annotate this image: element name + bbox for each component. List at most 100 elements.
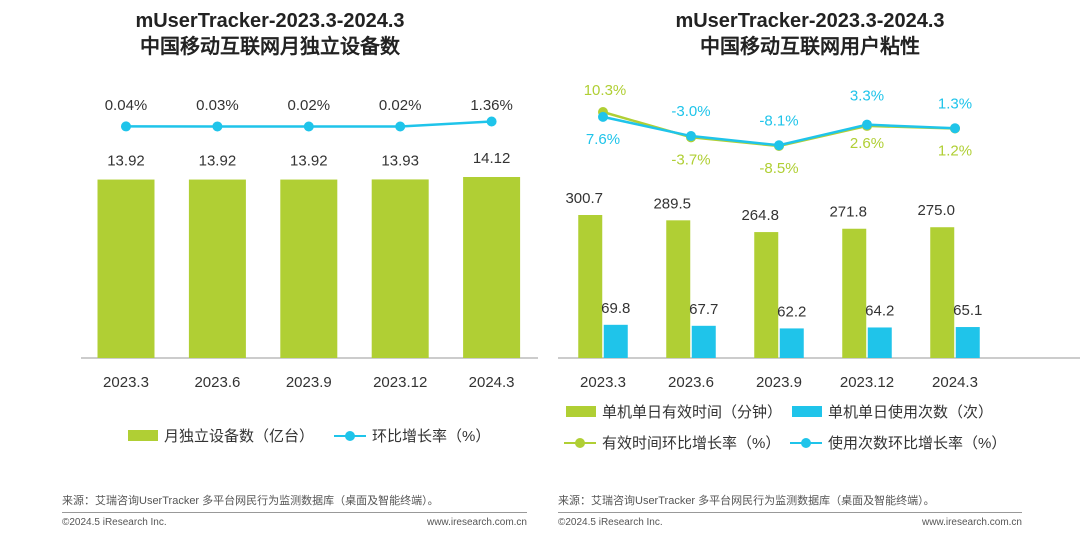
right-count-rate-label: -3.0% — [671, 103, 710, 120]
right-chart-title: mUserTracker-2023.3-2024.3 中国移动互联网用户粘性 — [540, 8, 1080, 60]
left-source-note: 来源：艾瑞咨询UserTracker 多平台网民行为监测数据库（桌面及智能终端）… — [62, 495, 439, 507]
right-count-rate-point — [950, 123, 960, 134]
left-rate-point — [212, 121, 223, 132]
left-rate-point — [486, 116, 497, 127]
left-legend-line-label: 环比增长率（%） — [372, 428, 491, 445]
left-legend-bar: 月独立设备数（亿台） — [128, 425, 314, 446]
legend-green-line-swatch — [564, 437, 596, 449]
right-count-rate-label: 3.3% — [850, 88, 884, 105]
right-time-rate-label: 2.6% — [850, 135, 884, 152]
left-x-tick-label: 2023.9 — [286, 374, 332, 391]
right-legend-time-bar: 单机单日有效时间（分钟） — [566, 401, 782, 422]
left-bar-devices — [97, 179, 155, 358]
right-bar-count-label: 64.2 — [865, 302, 894, 319]
right-site-url: www.iresearch.com.cn — [921, 517, 1022, 528]
right-count-rate-point — [862, 119, 872, 130]
right-bar-count — [603, 324, 628, 358]
legend-green-swatch — [128, 430, 158, 441]
right-time-rate-label: -3.7% — [671, 151, 710, 168]
right-title-line1: mUserTracker-2023.3-2024.3 — [675, 10, 945, 32]
left-x-tick-label: 2023.6 — [194, 374, 240, 391]
right-x-tick-label: 2023.9 — [756, 374, 802, 391]
right-bar-time — [754, 232, 779, 358]
right-x-tick-label: 2023.6 — [668, 374, 714, 391]
right-copyright: ©2024.5 iResearch Inc. — [558, 517, 663, 528]
left-rate-label: 0.02% — [288, 97, 331, 114]
right-source-note: 来源：艾瑞咨询UserTracker 多平台网民行为监测数据库（桌面及智能终端）… — [558, 495, 935, 507]
left-bar-value-label: 14.12 — [473, 150, 511, 167]
left-x-tick-label: 2023.12 — [373, 374, 427, 391]
left-bar-devices — [463, 177, 521, 358]
right-count-rate-point — [598, 111, 608, 122]
right-legend-count-line: 使用次数环比增长率（%） — [790, 432, 1006, 453]
right-bar-count-label: 62.2 — [777, 303, 806, 320]
right-bar-count — [779, 328, 804, 358]
right-bar-time — [842, 228, 867, 358]
left-rate-label: 0.04% — [105, 97, 148, 114]
left-bar-value-label: 13.92 — [107, 153, 145, 170]
left-copyright: ©2024.5 iResearch Inc. — [62, 517, 167, 528]
right-x-tick-label: 2023.12 — [840, 374, 894, 391]
right-bar-time — [578, 215, 603, 358]
left-chart-panel: mUserTracker-2023.3-2024.3 中国移动互联网月独立设备数… — [0, 8, 540, 528]
left-x-tick-label: 2024.3 — [469, 374, 515, 391]
right-bar-time-label: 275.0 — [917, 202, 955, 219]
left-x-tick-label: 2023.3 — [103, 374, 149, 391]
left-title-line2: 中国移动互联网月独立设备数 — [140, 36, 400, 58]
right-bar-time — [666, 220, 691, 358]
right-time-rate-label: -8.5% — [759, 160, 798, 177]
right-bar-time-label: 264.8 — [741, 207, 779, 224]
legend-cyan-swatch — [792, 406, 822, 417]
left-footer-rule — [62, 512, 527, 513]
right-bar-count-label: 69.8 — [601, 300, 630, 317]
right-title-line2: 中国移动互联网用户粘性 — [700, 36, 920, 58]
left-site-url: www.iresearch.com.cn — [426, 517, 527, 528]
left-rate-label: 0.03% — [196, 97, 239, 114]
right-bar-count-label: 65.1 — [953, 302, 982, 319]
right-bar-time-label: 271.8 — [829, 204, 867, 221]
left-rate-label: 1.36% — [470, 97, 513, 114]
right-legend-time-line-label: 有效时间环比增长率（%） — [602, 435, 781, 452]
right-legend-count-line-label: 使用次数环比增长率（%） — [828, 435, 1007, 452]
right-bar-count — [955, 327, 980, 358]
left-bar-value-label: 13.92 — [290, 153, 328, 170]
left-chart-title: mUserTracker-2023.3-2024.3 中国移动互联网月独立设备数 — [0, 8, 540, 60]
legend-green-swatch — [566, 406, 596, 417]
right-count-rate-point — [686, 131, 696, 142]
right-time-rate-label: 1.2% — [938, 142, 972, 159]
right-count-rate-label: 7.6% — [586, 131, 620, 148]
right-bar-time-label: 289.5 — [653, 195, 691, 212]
left-bar-value-label: 13.92 — [199, 153, 237, 170]
right-count-rate-label: 1.3% — [938, 95, 972, 112]
left-bar-value-label: 13.93 — [381, 152, 419, 169]
legend-cyan-line-swatch — [790, 437, 822, 449]
legend-cyan-line-swatch — [334, 430, 366, 442]
left-rate-point — [395, 121, 406, 132]
left-rate-point — [303, 121, 314, 132]
right-bar-count — [691, 325, 716, 358]
left-bar-devices — [371, 179, 429, 358]
right-chart-svg: 300.7 69.8 2023.3 289.5 67.7 2023.6 264.8 62.2 2… — [558, 82, 1080, 391]
left-legend-line: 环比增长率（%） — [334, 425, 490, 446]
left-bar-devices — [188, 179, 246, 358]
right-bar-time-label: 300.7 — [565, 190, 603, 207]
left-rate-label: 0.02% — [379, 97, 422, 114]
left-legend-bar-label: 月独立设备数（亿台） — [164, 428, 315, 445]
left-chart-svg: 13.92 2023.3 13.92 2023.6 13.92 2023.9 13.93 20… — [81, 97, 538, 391]
left-title-line1: mUserTracker-2023.3-2024.3 — [135, 10, 405, 32]
right-legend-count-bar-label: 单机单日使用次数（次） — [828, 404, 994, 421]
right-x-tick-label: 2024.3 — [932, 374, 978, 391]
right-chart-panel: mUserTracker-2023.3-2024.3 中国移动互联网用户粘性 3… — [540, 0, 1080, 545]
right-time-rate-label: 10.3% — [584, 82, 627, 99]
right-count-rate-point — [774, 140, 784, 151]
left-rate-point — [121, 121, 131, 132]
right-bar-count-label: 67.7 — [689, 301, 718, 318]
right-legend-time-bar-label: 单机单日有效时间（分钟） — [602, 404, 783, 421]
right-legend-count-bar: 单机单日使用次数（次） — [792, 401, 993, 422]
right-legend-time-line: 有效时间环比增长率（%） — [564, 432, 780, 453]
right-count-rate-label: -8.1% — [759, 112, 798, 129]
right-x-tick-label: 2023.3 — [580, 374, 626, 391]
left-bar-devices — [280, 179, 338, 358]
right-bar-count — [867, 327, 892, 358]
right-footer-rule — [558, 512, 1022, 513]
